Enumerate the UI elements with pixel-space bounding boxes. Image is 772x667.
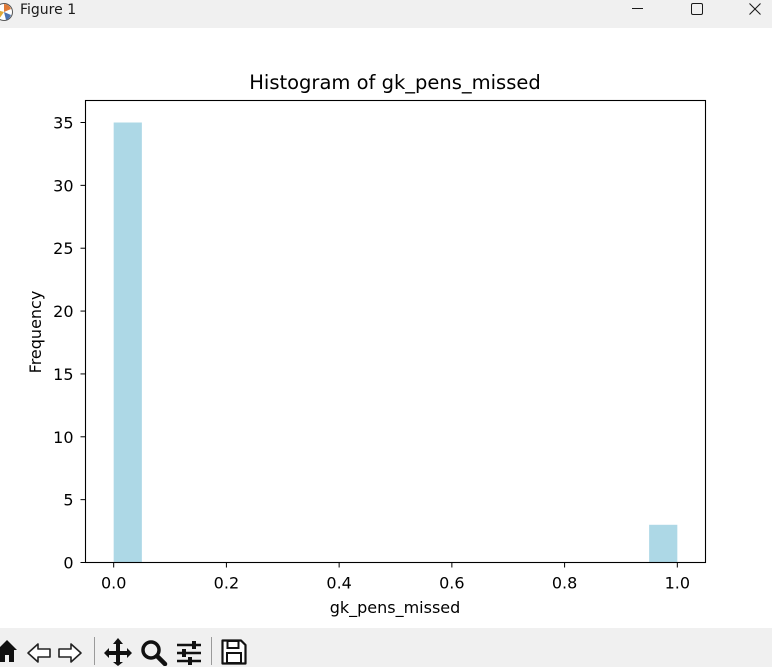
y-tick-label: 0 [63,554,73,573]
toolbar-separator [94,637,95,665]
title-bar[interactable]: Figure 1 [0,0,772,28]
back-button[interactable] [26,636,52,666]
x-tick-label: 1.0 [665,574,690,593]
save-button[interactable] [220,636,248,666]
x-tick-label: 0.6 [439,574,464,593]
histogram-bar [649,524,678,563]
y-tick-label: 35 [53,114,73,133]
toolbar-separator [211,637,212,665]
y-tick-label: 20 [53,302,73,321]
zoom-button[interactable] [140,636,168,666]
home-button[interactable] [0,636,18,666]
configure-subplots-icon [177,641,201,665]
chart-title: Histogram of gk_pens_missed [249,71,541,94]
x-tick-label: 0.2 [214,574,239,593]
minimize-icon [632,8,643,9]
configure-subplots-button[interactable] [175,636,203,666]
x-tick-label: 0.8 [552,574,577,593]
plot-area-frame [84,99,707,564]
zoom-magnifier-icon [141,640,168,666]
close-button[interactable] [732,0,772,28]
histogram-chart: Histogram of gk_pens_missed 0.0 0.2 0.4 0.6… [26,71,707,618]
forward-button[interactable] [57,636,83,666]
x-axis-label: gk_pens_missed [330,598,461,618]
x-tick-label: 0.4 [326,574,351,593]
y-tick-label: 25 [53,239,73,258]
histogram-bar [113,122,142,563]
window-title: Figure 1 [20,2,77,18]
pan-button[interactable] [103,636,133,666]
figure-canvas[interactable]: Histogram of gk_pens_missed 0.0 0.2 0.4 0.6… [0,28,772,626]
x-tick-label: 0.0 [101,574,126,593]
y-tick-label: 15 [53,365,73,384]
close-icon [749,3,761,15]
pan-move-icon [104,638,132,666]
y-tick-label: 30 [53,176,73,195]
back-arrow-icon [27,643,51,663]
save-floppy-icon [221,639,247,665]
home-icon [0,640,17,662]
minimize-button[interactable] [615,0,661,28]
y-tick-label: 10 [53,428,73,447]
forward-arrow-icon [58,643,82,663]
y-tick-label: 5 [63,491,73,510]
matplotlib-figure-icon [0,2,14,22]
maximize-icon [691,3,703,15]
y-axis-label: Frequency [26,291,45,374]
maximize-button[interactable] [673,0,719,28]
navigation-toolbar [0,628,772,667]
